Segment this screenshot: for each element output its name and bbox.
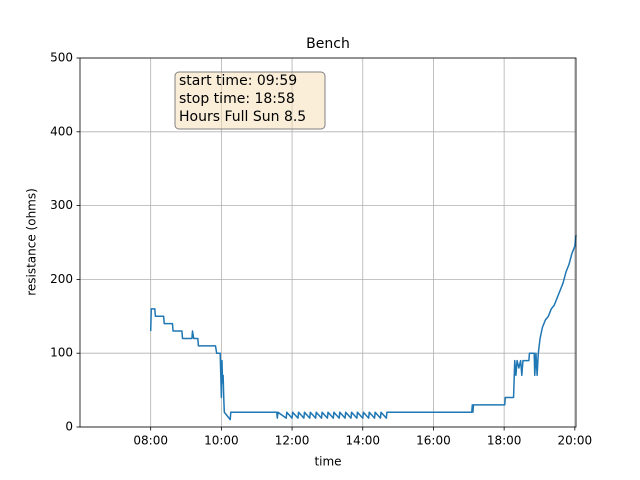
y-tick-label: 500 [50,51,73,65]
y-tick-label: 300 [50,198,73,212]
x-tick-label: 20:00 [558,434,593,448]
data-line [149,235,577,421]
annotation-box [174,71,326,130]
y-tick-label: 0 [65,420,73,434]
x-tick-label: 16:00 [416,434,451,448]
x-tick-label: 18:00 [487,434,522,448]
y-tick-label: 200 [50,272,73,286]
annotation-line: stop time: 18:58 [179,91,295,107]
x-tick-label: 10:00 [204,434,239,448]
y-axis-label: resistance (ohms) [25,188,39,296]
annotation-line: start time: 09:59 [179,73,297,89]
x-tick-label: 12:00 [275,434,310,448]
x-tick-label: 08:00 [133,434,168,448]
axes-frame [79,57,577,428]
annotation-line: Hours Full Sun 8.5 [179,109,306,125]
x-axis-label: time [314,455,341,469]
y-tick-label: 100 [50,346,73,360]
plot-area [149,235,577,421]
y-tick-label: 400 [50,124,73,138]
chart-title: Bench [306,36,350,52]
x-tick-label: 14:00 [345,434,380,448]
